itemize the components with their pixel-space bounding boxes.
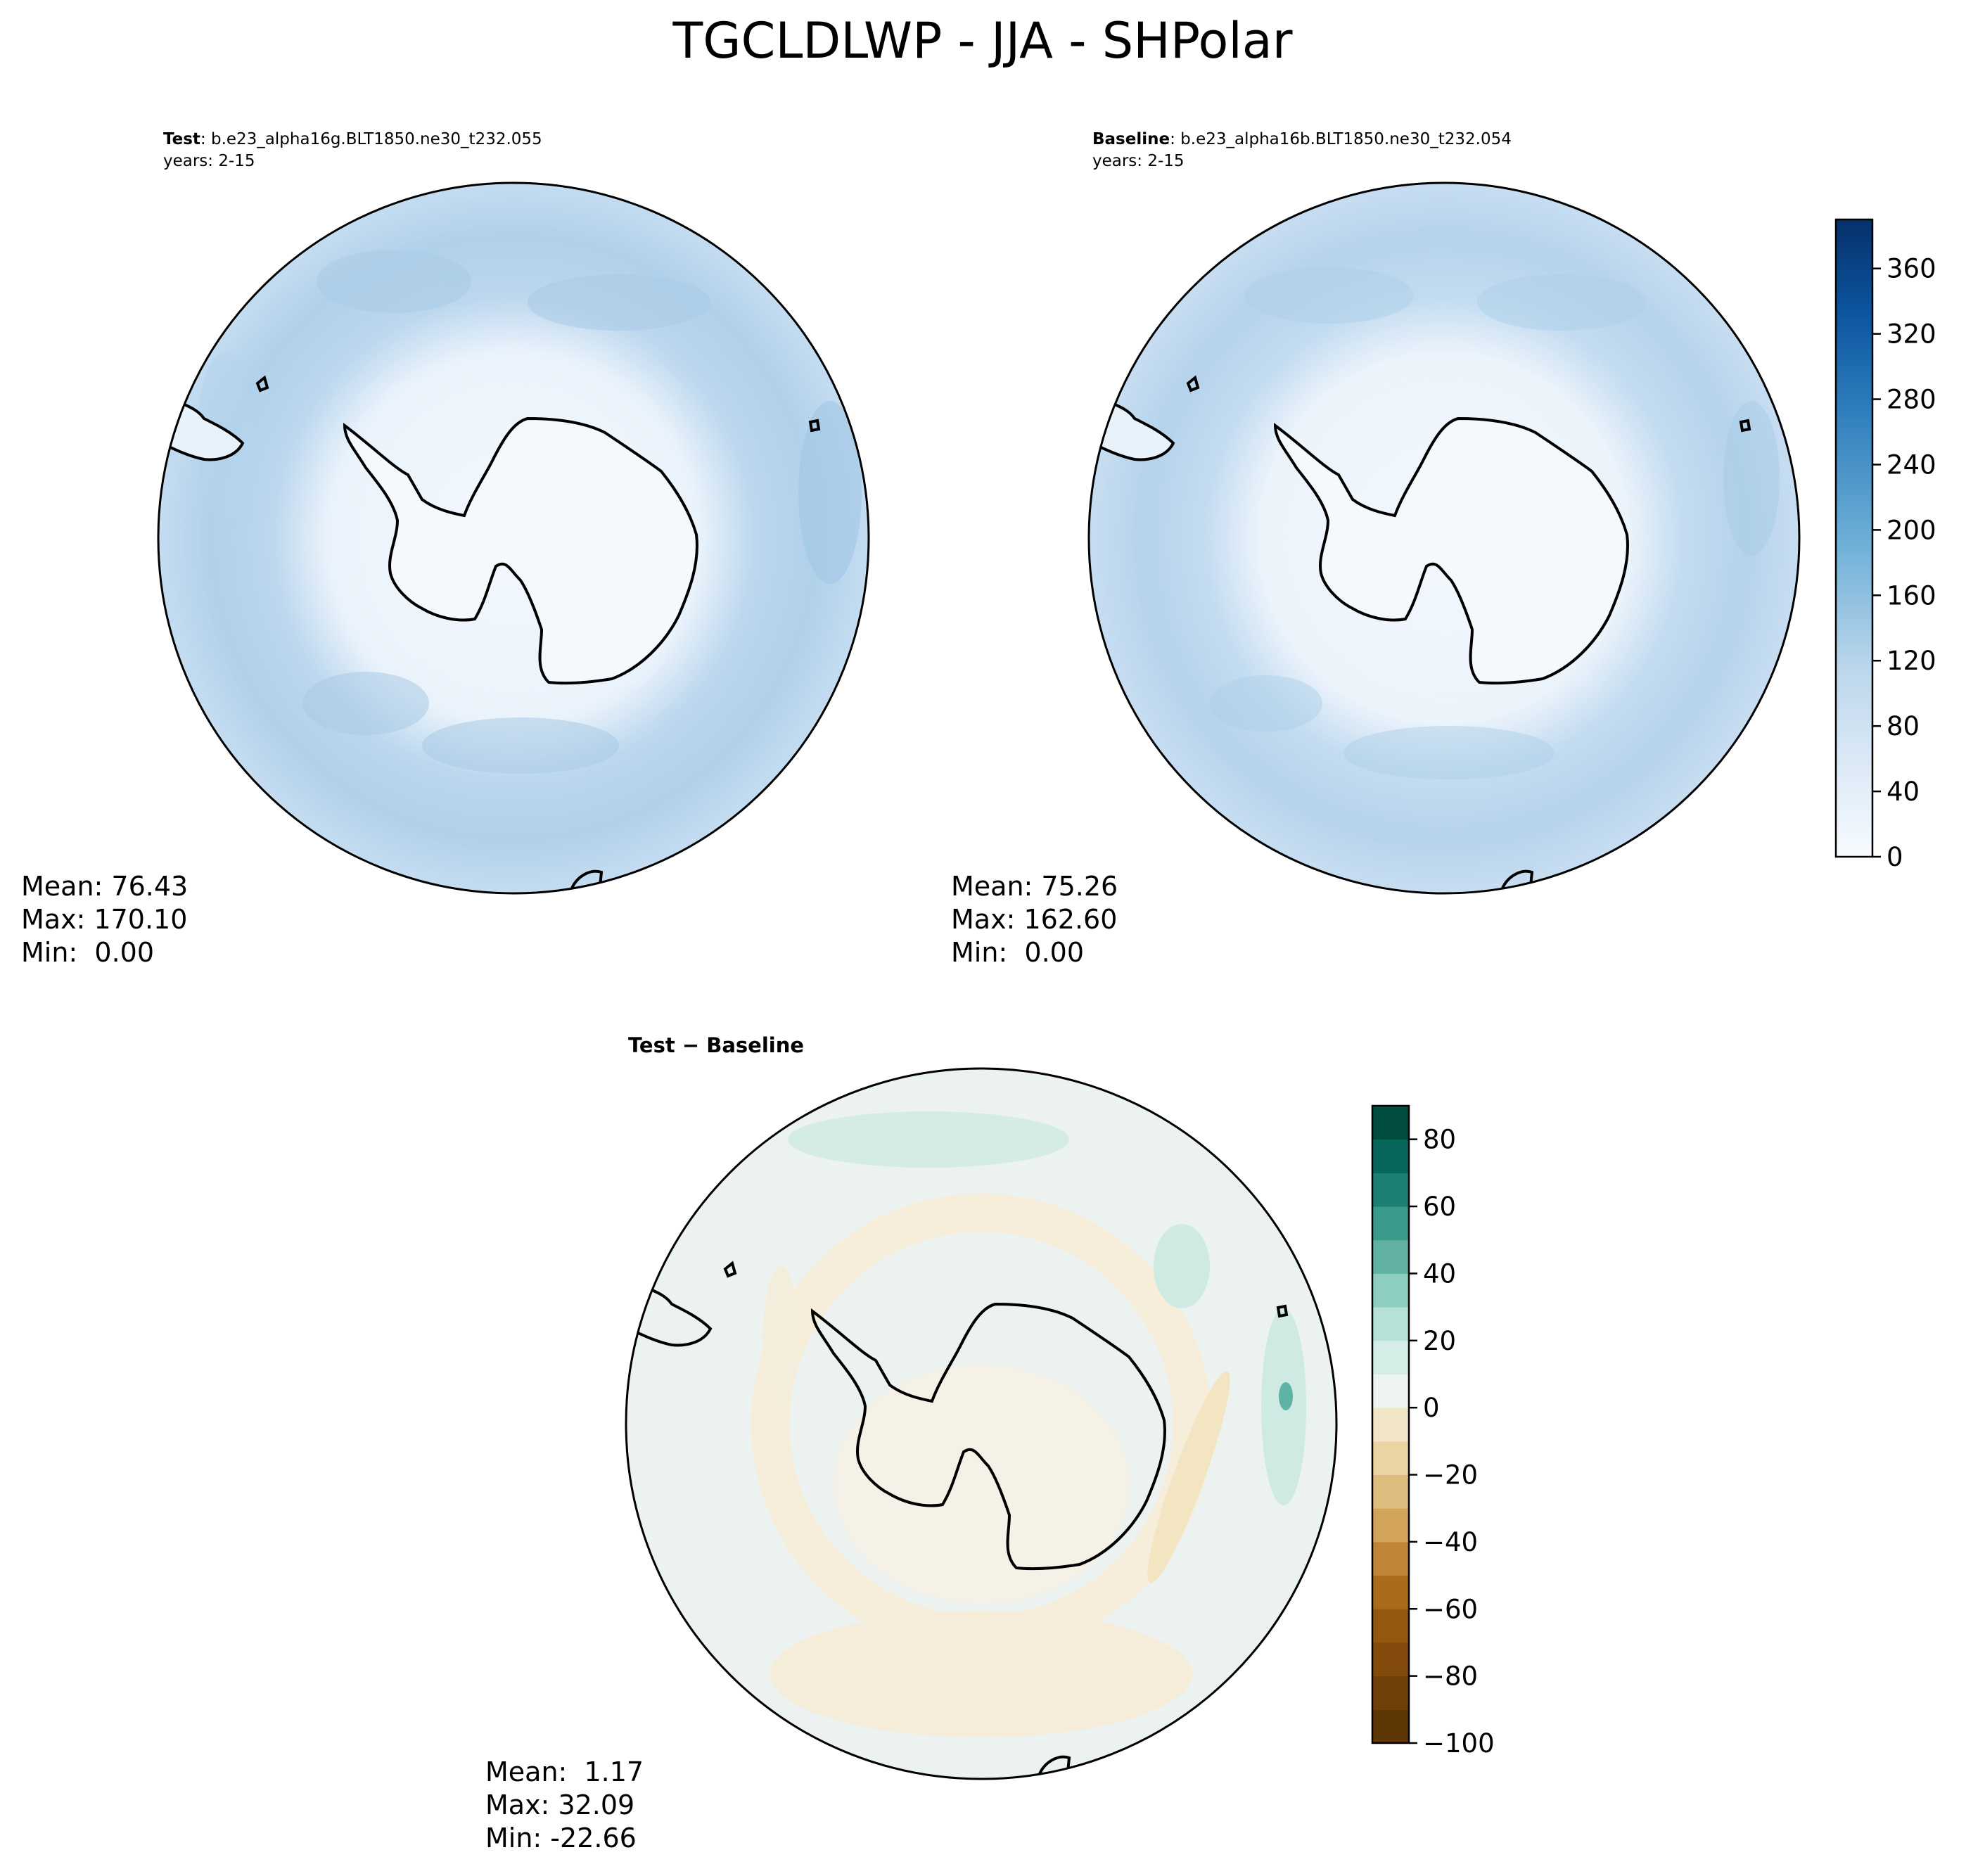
colorbar-diff-band (1372, 1307, 1409, 1341)
panel-diff-max: Max: 32.09 (485, 1789, 634, 1820)
colorbar-diff-band (1372, 1139, 1409, 1173)
colorbar-diff-band (1372, 1676, 1409, 1710)
coastline-test (160, 375, 821, 893)
panel-test-label: Test: b.e23_alpha16g.BLT1850.ne30_t232.0… (163, 130, 542, 148)
colorbar-diff-tick-label: 40 (1423, 1258, 1456, 1289)
panel-test-min: Min: 0.00 (21, 937, 154, 968)
colorbar-main-tick-label: 360 (1887, 254, 1936, 284)
colorbar-main: 0 40 80 120 160 200 240 280 320 360 (1834, 218, 1936, 872)
panel-diff: Test − Baseline (485, 1033, 1338, 1853)
colorbar-diff-tick-label: −100 (1423, 1728, 1495, 1759)
colorbar-diff-band (1372, 1709, 1409, 1744)
panel-test-mean: Mean: 76.43 (21, 871, 188, 902)
panel-baseline-years: years: 2-15 (1092, 152, 1185, 170)
colorbar-diff-band (1372, 1474, 1409, 1509)
map-test (157, 181, 870, 895)
colorbar-main-tick-label: 40 (1887, 777, 1920, 807)
colorbar-diff-tick-label: −80 (1423, 1661, 1478, 1692)
colorbar-diff-band (1372, 1206, 1409, 1241)
panel-baseline-label: Baseline: b.e23_alpha16b.BLT1850.ne30_t2… (1092, 130, 1512, 148)
colorbar-diff-band (1372, 1340, 1409, 1374)
panel-baseline-max: Max: 162.60 (951, 904, 1117, 935)
colorbar-diff-band (1372, 1106, 1409, 1140)
colorbar-main-tick-label: 120 (1887, 646, 1936, 676)
colorbar-diff-band (1372, 1609, 1409, 1643)
colorbar-main-bar (1834, 218, 1874, 858)
colorbar-diff-band (1372, 1575, 1409, 1609)
colorbar-diff-bar (1371, 1104, 1410, 1744)
figure-title: TGCLDLWP - JJA - SHPolar (672, 12, 1293, 70)
colorbar-main-tick-label: 0 (1887, 842, 1903, 872)
map-diff (625, 1067, 1338, 1780)
panel-baseline: Baseline: b.e23_alpha16b.BLT1850.ne30_t2… (951, 130, 1801, 968)
colorbar-diff-bands (1372, 1106, 1409, 1744)
panel-test-years: years: 2-15 (163, 152, 255, 170)
panel-diff-mean: Mean: 1.17 (485, 1756, 644, 1787)
colorbar-diff-tick-label: 0 (1423, 1393, 1440, 1423)
panel-diff-label: Test − Baseline (628, 1033, 804, 1057)
colorbar-diff-band (1372, 1273, 1409, 1308)
map-baseline-boundary (1087, 181, 1801, 895)
colorbar-diff-band (1372, 1441, 1409, 1476)
map-diff-boundary (625, 1067, 1338, 1780)
colorbar-diff-tick-label: 80 (1423, 1125, 1456, 1155)
colorbar-diff-band (1372, 1239, 1409, 1274)
colorbar-diff-ticks: −100 −80 −60 −40 −20 0 20 40 60 80 (1409, 1125, 1495, 1759)
colorbar-diff-tick-label: 60 (1423, 1192, 1456, 1222)
coastline-diff (628, 1261, 1289, 1779)
colorbar-main-tick-label: 280 (1887, 385, 1936, 415)
colorbar-diff-band (1372, 1508, 1409, 1543)
coastline-baseline (1091, 375, 1751, 893)
panel-test: Test: b.e23_alpha16g.BLT1850.ne30_t232.0… (21, 130, 870, 968)
panel-baseline-mean: Mean: 75.26 (951, 871, 1118, 902)
panel-test-max: Max: 170.10 (21, 904, 187, 935)
colorbar-main-tick-label: 160 (1887, 580, 1936, 611)
colorbar-diff-tick-label: −60 (1423, 1594, 1478, 1624)
panel-diff-min: Min: -22.66 (485, 1823, 637, 1853)
colorbar-diff: −100 −80 −60 −40 −20 0 20 40 60 80 (1371, 1104, 1495, 1759)
colorbar-diff-band (1372, 1173, 1409, 1207)
colorbar-main-tick-label: 80 (1887, 711, 1920, 741)
panel-baseline-min: Min: 0.00 (951, 937, 1084, 968)
colorbar-main-ticks: 0 40 80 120 160 200 240 280 320 360 (1872, 254, 1936, 872)
map-baseline (1087, 181, 1801, 895)
colorbar-diff-band (1372, 1374, 1409, 1408)
colorbar-diff-band (1372, 1541, 1409, 1576)
colorbar-diff-band (1372, 1408, 1409, 1442)
colorbar-main-tick-label: 240 (1887, 449, 1936, 480)
colorbar-diff-tick-label: 20 (1423, 1326, 1456, 1356)
map-test-boundary (157, 181, 870, 895)
colorbar-diff-band (1372, 1642, 1409, 1677)
colorbar-diff-tick-label: −40 (1423, 1527, 1478, 1557)
colorbar-main-tick-label: 200 (1887, 515, 1936, 545)
colorbar-diff-tick-label: −20 (1423, 1460, 1478, 1491)
colorbar-main-tick-label: 320 (1887, 319, 1936, 350)
